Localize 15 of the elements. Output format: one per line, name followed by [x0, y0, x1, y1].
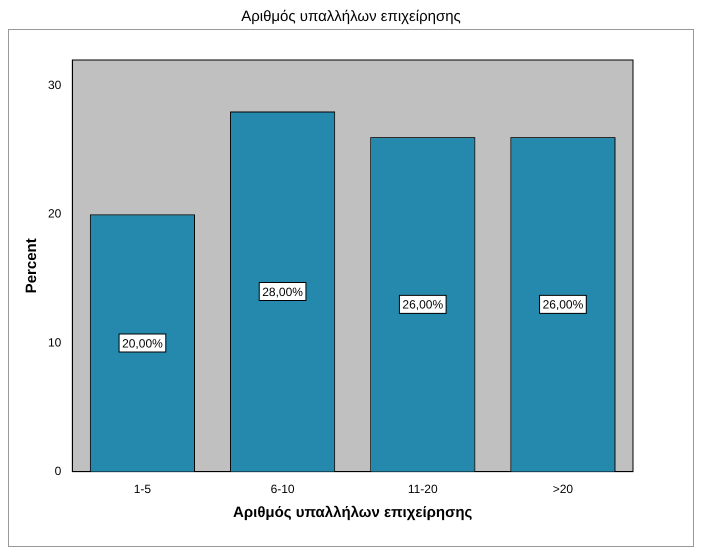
y-tick-label: 10	[48, 335, 62, 350]
data-label: 28,00%	[262, 284, 304, 299]
y-axis-title: Percent	[23, 238, 40, 294]
data-label: 26,00%	[402, 298, 444, 312]
y-tick-label: 30	[48, 78, 62, 92]
x-axis-title: Αριθμός υπαλλήλων επιχείρησης	[233, 504, 472, 522]
y-tick-label: 20	[48, 206, 62, 221]
x-tick-label: 11-20	[408, 482, 438, 496]
x-tick-label: >20	[552, 482, 574, 496]
chart-title: Αριθμός υπαλλήλων επιχείρησης	[240, 8, 462, 25]
data-label: 26,00%	[542, 298, 584, 312]
x-tick-label: 1-5	[134, 482, 152, 496]
data-label: 20,00%	[122, 336, 164, 350]
y-tick-label: 0	[54, 464, 62, 478]
x-tick-label: 6-10	[270, 482, 295, 496]
